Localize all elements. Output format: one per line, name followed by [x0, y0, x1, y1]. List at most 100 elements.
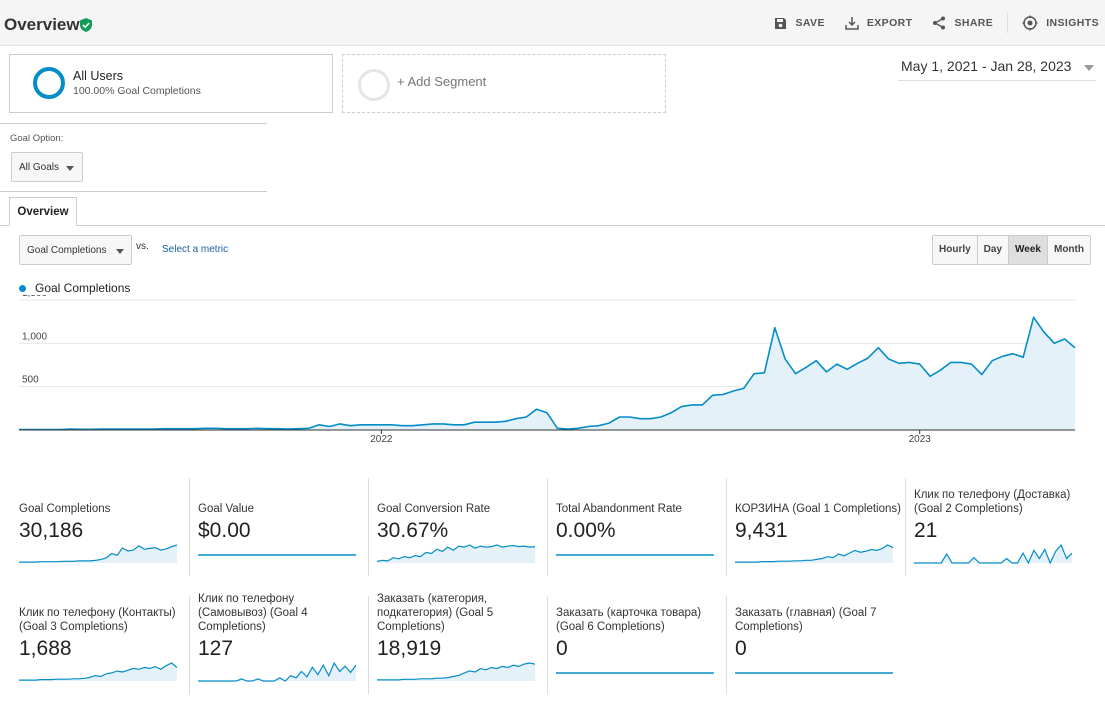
scorecard-label: Goal Value — [198, 503, 255, 515]
date-range-text: May 1, 2021 - Jan 28, 2023 — [901, 58, 1072, 74]
save-button[interactable]: SAVE — [774, 17, 824, 30]
scorecard-value: 1,688 — [19, 637, 72, 660]
sparkline-line — [19, 544, 177, 563]
empty-segment-ring-icon — [358, 69, 390, 101]
granularity-week[interactable]: Week — [1009, 236, 1048, 264]
metric-select-value: Goal Completions — [27, 245, 107, 256]
insights-button[interactable]: INSIGHTS — [1022, 15, 1099, 31]
scorecard[interactable]: Заказать (категория, подкатегория) (Goal… — [368, 590, 546, 698]
scorecard-sparkline — [377, 662, 535, 681]
scorecard-divider — [726, 478, 727, 576]
scorecard-label: КОРЗИНА (Goal 1 Completions) — [735, 503, 901, 515]
scorecard[interactable]: Total Abandonment Rate 0.00% — [547, 472, 725, 580]
scorecard[interactable]: Goal Conversion Rate 30.67% — [368, 472, 546, 580]
export-label: EXPORT — [866, 17, 913, 29]
scorecard-label: Клик по телефону (Доставка) (Goal 2 Comp… — [914, 489, 1071, 515]
scorecard-sparkline — [19, 662, 177, 681]
divider — [0, 191, 267, 192]
scorecard-value: 21 — [914, 519, 938, 542]
scorecard-value: 30,186 — [19, 519, 84, 542]
scorecard[interactable]: Заказать (карточка товара) (Goal 6 Compl… — [547, 590, 725, 698]
chevron-down-icon — [1084, 65, 1094, 71]
scorecard-divider — [189, 596, 190, 694]
series-area — [19, 317, 1075, 430]
download-icon — [845, 17, 859, 30]
date-range-picker[interactable]: May 1, 2021 - Jan 28, 2023 — [898, 57, 1096, 81]
scorecard-value: 9,431 — [735, 519, 788, 542]
sparkline-area — [198, 663, 356, 681]
share-button[interactable]: SHARE — [932, 16, 993, 30]
insights-label: INSIGHTS — [1046, 17, 1099, 29]
scorecard[interactable]: Клик по телефону (Доставка) (Goal 2 Comp… — [905, 472, 1083, 580]
scorecard-value: 0.00% — [556, 519, 616, 542]
scorecard-value: 0 — [735, 637, 747, 660]
scorecard-divider — [189, 478, 190, 576]
export-button[interactable]: EXPORT — [845, 16, 913, 30]
scorecard-sparkline — [556, 672, 714, 674]
scorecard[interactable]: Клик по телефону (Самовывоз) (Goal 4 Com… — [189, 590, 367, 698]
tab-underline — [0, 225, 1105, 226]
goal-completions-chart: 500 1,000 1,500 2022 2023 — [19, 295, 1076, 445]
scorecard-divider — [547, 478, 548, 576]
sparkline-line — [19, 662, 177, 681]
insights-icon — [1022, 15, 1038, 31]
goal-option-select[interactable]: All Goals — [11, 152, 83, 182]
y-tick-label: 1,500 — [22, 295, 47, 299]
tab-overview[interactable]: Overview — [9, 197, 77, 226]
scorecard-divider — [547, 596, 548, 694]
series-line — [19, 316, 1076, 431]
scorecard-label: Заказать (главная) (Goal 7 Completions) — [735, 607, 877, 633]
scorecard-label: Goal Conversion Rate — [377, 503, 491, 515]
granularity-month[interactable]: Month — [1053, 244, 1084, 255]
chevron-down-icon — [66, 166, 74, 171]
y-tick-label: 1,000 — [22, 331, 47, 342]
scorecard-sparkline — [19, 544, 177, 563]
scorecard-value: 127 — [198, 637, 234, 660]
scorecard-sparkline — [556, 554, 714, 556]
share-icon — [933, 16, 946, 30]
goal-option-value: All Goals — [19, 162, 60, 173]
sparkline-area — [735, 545, 893, 563]
y-tick-label: 500 — [22, 375, 39, 386]
sparkline-line — [377, 544, 535, 562]
sparkline-area — [377, 663, 535, 681]
scorecard-label: Клик по телефону (Контакты) (Goal 3 Comp… — [19, 607, 176, 633]
save-label: SAVE — [795, 17, 825, 29]
metric-select[interactable]: Goal Completions — [19, 235, 132, 265]
save-icon — [775, 17, 787, 29]
add-segment-button[interactable]: + Add Segment — [342, 54, 666, 113]
sparkline-line — [735, 544, 893, 563]
granularity-toggle: Hourly Day Week Month — [932, 235, 1091, 265]
granularity-day[interactable]: Day — [978, 236, 1010, 264]
select-metric-link[interactable]: Select a metric — [162, 244, 229, 255]
scorecard-label: Goal Completions — [19, 503, 111, 515]
scorecard-divider — [368, 478, 369, 576]
scorecard[interactable]: КОРЗИНА (Goal 1 Completions) 9,431 — [726, 472, 904, 580]
legend-dot — [19, 284, 26, 292]
scorecard-sparkline — [377, 544, 535, 563]
scorecard-sparkline — [914, 543, 1072, 565]
x-tick-label: 2023 — [909, 434, 932, 445]
page-title: Overview — [4, 15, 80, 34]
scorecard-label: Заказать (карточка товара) (Goal 6 Compl… — [556, 607, 702, 633]
scorecard-value: 0 — [556, 637, 568, 660]
scorecard-sparkline — [198, 661, 356, 682]
chevron-down-icon — [116, 249, 124, 254]
scorecard[interactable]: Клик по телефону (Контакты) (Goal 3 Comp… — [10, 590, 188, 698]
segment-all-users[interactable]: All Users 100.00% Goal Completions — [9, 54, 333, 113]
scorecard[interactable]: Goal Value $0.00 — [189, 472, 367, 580]
legend-label: Goal Completions — [35, 281, 131, 295]
scorecard[interactable]: Заказать (главная) (Goal 7 Completions) 0 — [726, 590, 904, 698]
scorecard-value: 30.67% — [377, 519, 449, 542]
scorecard-label: Клик по телефону (Самовывоз) (Goal 4 Com… — [198, 593, 308, 633]
sparkline-area — [914, 545, 1072, 563]
top-bar: Overview SAVE EXPORT SHARE INSIGHTS — [0, 0, 1105, 46]
scorecard[interactable]: Goal Completions 30,186 — [10, 472, 188, 580]
sparkline-line — [914, 543, 1072, 565]
goal-option-label: Goal Option: — [10, 133, 64, 144]
granularity-hourly[interactable]: Hourly — [933, 236, 978, 264]
scorecard-divider — [905, 478, 906, 576]
sparkline-line — [377, 662, 535, 681]
sparkline-area — [377, 545, 535, 563]
verified-shield-icon — [80, 18, 92, 32]
